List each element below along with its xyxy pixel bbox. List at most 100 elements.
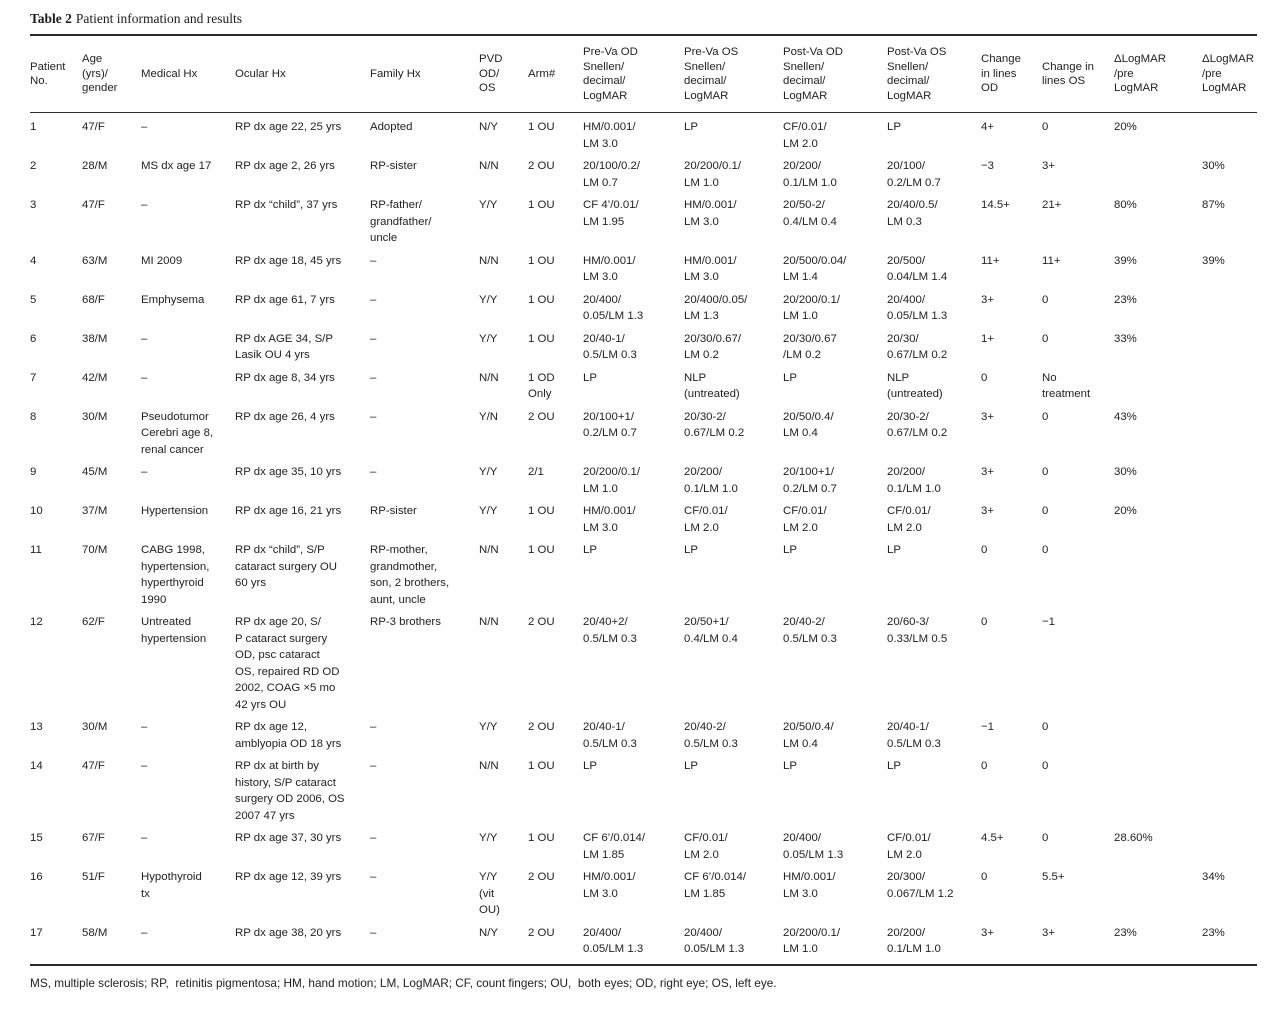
cell-2-ocular_hx: RP dx age 2, 26 yrs <box>235 160 335 172</box>
cell-7-change_os: No treatment <box>1042 371 1091 401</box>
cell-4-pre_va_os: HM/0.001/ LM 3.0 <box>684 254 737 284</box>
cell-6-change_od: 1+ <box>981 332 994 345</box>
cell-1-dlogmar_pre_2 <box>1202 113 1257 159</box>
cell-9-post_va_od: 20/100+1/ 0.2/LM 0.7 <box>783 466 837 495</box>
cell-15-pre_va_os: CF/0.01/ LM 2.0 <box>684 832 728 861</box>
cell-11-pre_va_od: LP <box>583 544 597 556</box>
cell-13-medical_hx: – <box>141 721 148 733</box>
cell-1-arm: 1 OU <box>528 121 555 133</box>
cell-6-family_hx: – <box>370 332 377 345</box>
cell-11-pvd_od_os: N/N <box>479 544 499 556</box>
cell-7-arm: 1 OD Only <box>528 371 555 401</box>
cell-8-change_od: 3+ <box>981 410 994 423</box>
table-row-6: 6 38/M – RP dx AGE 34, S/P Lasik OU 4 yrs – Y… <box>30 331 1257 370</box>
cell-10-pre_va_od: HM/0.001/ LM 3.0 <box>583 505 636 534</box>
table-row-1: 1 47/F – RP dx age 22, 25 yrs Adopted N/Y 1 OU… <box>30 113 1257 159</box>
cell-5-ocular_hx: RP dx age 61, 7 yrs <box>235 293 335 306</box>
table-row-3: 3 47/F – RP dx “child”, 37 yrs RP-father/ gr… <box>30 197 1257 253</box>
cell-4-dlogmar_pre_2: 39% <box>1202 254 1225 267</box>
cell-15-change_os: 0 <box>1042 832 1049 844</box>
cell-3-post_va_od: 20/50-2/ 0.4/LM 0.4 <box>783 199 837 228</box>
cell-1-pre_va_os: LP <box>684 121 698 133</box>
column-header-change_od: Change in lines OD <box>981 35 1042 113</box>
cell-15-family_hx: – <box>370 832 377 844</box>
cell-5-pvd_od_os: Y/Y <box>479 293 498 306</box>
cell-2-patient_no: 2 <box>30 160 37 172</box>
cell-16-post_va_os: 20/300/ 0.067/LM 1.2 <box>887 871 954 900</box>
cell-7-pre_va_os: NLP (untreated) <box>684 371 740 401</box>
cell-7-change_od: 0 <box>981 371 988 384</box>
cell-13-arm: 2 OU <box>528 721 555 733</box>
cell-16-arm: 2 OU <box>528 871 555 883</box>
column-header-dlogmar_pre_1: ΔLogMAR /pre LogMAR <box>1114 35 1202 113</box>
table-row-15: 15 67/F – RP dx age 37, 30 yrs – Y/Y 1 OU CF 6’… <box>30 830 1257 869</box>
cell-12-change_od: 0 <box>981 616 988 628</box>
cell-15-patient_no: 15 <box>30 832 43 844</box>
cell-15-post_va_os: CF/0.01/ LM 2.0 <box>887 832 931 861</box>
cell-7-medical_hx: – <box>141 371 148 384</box>
cell-6-dlogmar_pre_1: 33% <box>1114 332 1137 345</box>
cell-5-dlogmar_pre_1: 23% <box>1114 293 1137 306</box>
cell-6-arm: 1 OU <box>528 332 555 345</box>
column-header-patient_no: Patient No. <box>30 35 82 113</box>
cell-12-dlogmar_pre_1 <box>1114 614 1202 719</box>
cell-10-dlogmar_pre_1: 20% <box>1114 505 1137 517</box>
cell-15-dlogmar_pre_2 <box>1202 830 1257 869</box>
cell-10-patient_no: 10 <box>30 505 43 517</box>
cell-5-post_va_od: 20/200/0.1/ LM 1.0 <box>783 293 841 323</box>
cell-7-pre_va_od: LP <box>583 371 597 384</box>
table-footnote: MS, multiple sclerosis; RP, retinitis pi… <box>30 975 777 990</box>
cell-11-post_va_od: LP <box>783 544 797 556</box>
cell-8-patient_no: 8 <box>30 410 37 423</box>
cell-17-ocular_hx: RP dx age 38, 20 yrs <box>235 926 342 939</box>
cell-13-ocular_hx: RP dx age 12, amblyopia OD 18 yrs <box>235 721 342 750</box>
cell-3-family_hx: RP-father/ grandfather/ uncle <box>370 199 432 244</box>
cell-13-patient_no: 13 <box>30 721 43 733</box>
cell-8-pvd_od_os: Y/N <box>479 410 498 423</box>
cell-7-patient_no: 7 <box>30 371 37 384</box>
cell-3-medical_hx: – <box>141 199 148 211</box>
cell-10-pvd_od_os: Y/Y <box>479 505 498 517</box>
cell-8-change_os: 0 <box>1042 410 1049 423</box>
cell-10-dlogmar_pre_2 <box>1202 503 1257 542</box>
cell-17-age_gender: 58/M <box>82 926 108 939</box>
cell-11-medical_hx: CABG 1998, hypertension, hyperthyroid 19… <box>141 544 210 606</box>
cell-1-dlogmar_pre_1: 20% <box>1114 121 1137 133</box>
cell-14-post_va_od: LP <box>783 760 797 772</box>
cell-4-medical_hx: MI 2009 <box>141 254 183 267</box>
cell-2-change_os: 3+ <box>1042 160 1055 172</box>
cell-8-dlogmar_pre_1: 43% <box>1114 410 1137 423</box>
cell-17-change_os: 3+ <box>1042 926 1055 939</box>
cell-13-pre_va_od: 20/40-1/ 0.5/LM 0.3 <box>583 721 637 750</box>
cell-11-change_od: 0 <box>981 544 988 556</box>
cell-13-change_od: −1 <box>981 721 994 733</box>
cell-1-ocular_hx: RP dx age 22, 25 yrs <box>235 121 342 133</box>
cell-4-pvd_od_os: N/N <box>479 254 499 267</box>
cell-14-pre_va_od: LP <box>583 760 597 772</box>
cell-1-pvd_od_os: N/Y <box>479 121 498 133</box>
cell-11-dlogmar_pre_1 <box>1114 542 1202 614</box>
cell-6-post_va_os: 20/30/ 0.67/LM 0.2 <box>887 332 948 362</box>
cell-12-post_va_od: 20/40-2/ 0.5/LM 0.3 <box>783 616 837 645</box>
cell-1-patient_no: 1 <box>30 121 37 133</box>
cell-6-pre_va_od: 20/40-1/ 0.5/LM 0.3 <box>583 332 637 362</box>
cell-13-dlogmar_pre_1 <box>1114 719 1202 758</box>
table-row-16: 16 51/F Hypothyroid tx RP dx age 12, 39 yrs… <box>30 869 1257 925</box>
cell-15-age_gender: 67/F <box>82 832 105 844</box>
column-header-ocular_hx: Ocular Hx <box>235 35 370 113</box>
cell-12-ocular_hx: RP dx age 20, S/ P cataract surgery OD, … <box>235 616 340 711</box>
cell-16-patient_no: 16 <box>30 871 43 883</box>
cell-4-ocular_hx: RP dx age 18, 45 yrs <box>235 254 342 267</box>
cell-17-patient_no: 17 <box>30 926 43 939</box>
cell-2-pre_va_os: 20/200/0.1/ LM 1.0 <box>684 160 742 189</box>
cell-15-dlogmar_pre_1: 28.60% <box>1114 832 1153 844</box>
cell-3-arm: 1 OU <box>528 199 555 211</box>
cell-5-dlogmar_pre_2 <box>1202 292 1257 331</box>
cell-3-dlogmar_pre_2: 87% <box>1202 199 1225 211</box>
cell-14-medical_hx: – <box>141 760 148 772</box>
cell-1-family_hx: Adopted <box>370 121 413 133</box>
cell-2-arm: 2 OU <box>528 160 555 172</box>
cell-12-medical_hx: Untreated hypertension <box>141 616 207 645</box>
cell-1-medical_hx: – <box>141 121 148 133</box>
cell-4-arm: 1 OU <box>528 254 555 267</box>
